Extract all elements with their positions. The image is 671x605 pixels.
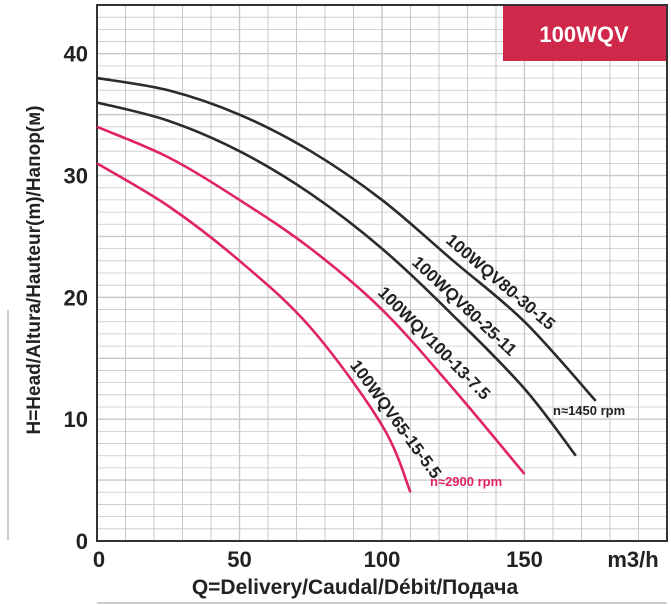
curve-100WQV65-15-5.5	[96, 162, 412, 493]
curve-100WQV100-13-7.5	[96, 125, 526, 475]
y-tick-label: 10	[64, 407, 88, 432]
y-tick-label: 30	[64, 164, 88, 189]
x-unit-label: m3/h	[607, 547, 658, 572]
y-tick-label: 40	[64, 42, 88, 67]
grid	[97, 5, 667, 541]
curve-100WQV80-25-11	[96, 101, 577, 457]
x-tick-labels: 0 50 100 150	[93, 547, 543, 572]
y-axis-title: H=Head/Altura/Hauteur(m)/Напор(м)	[24, 105, 45, 434]
speed-label-1450: n≈1450 rpm	[553, 403, 625, 418]
speed-label-2900: n≈2900 rpm	[430, 474, 502, 489]
curve-label-layer: 100WQV80-30-15100WQV80-25-11100WQV100-13…	[346, 230, 559, 482]
y-tick-label: 0	[76, 529, 88, 554]
x-tick-label: 50	[227, 547, 251, 572]
y-tick-label: 20	[64, 285, 88, 310]
x-tick-label: 150	[506, 547, 543, 572]
x-tick-label: 100	[364, 547, 401, 572]
curve-label-100WQV100-13-7.5: 100WQV100-13-7.5	[374, 283, 494, 404]
x-axis-title: Q=Delivery/Caudal/Débit/Подача	[192, 576, 519, 599]
chart-title-badge: 100WQV	[503, 6, 666, 61]
chart-title: 100WQV	[539, 22, 629, 47]
title-badge-background	[503, 6, 666, 61]
y-tick-labels: 0 10 20 30 40	[64, 42, 88, 554]
plot-frame	[96, 4, 668, 542]
x-tick-label: 0	[93, 547, 105, 572]
curve-layer	[96, 76, 597, 493]
curve-100WQV80-30-15	[96, 76, 597, 402]
curve-label-100WQV80-30-15: 100WQV80-30-15	[442, 230, 559, 333]
